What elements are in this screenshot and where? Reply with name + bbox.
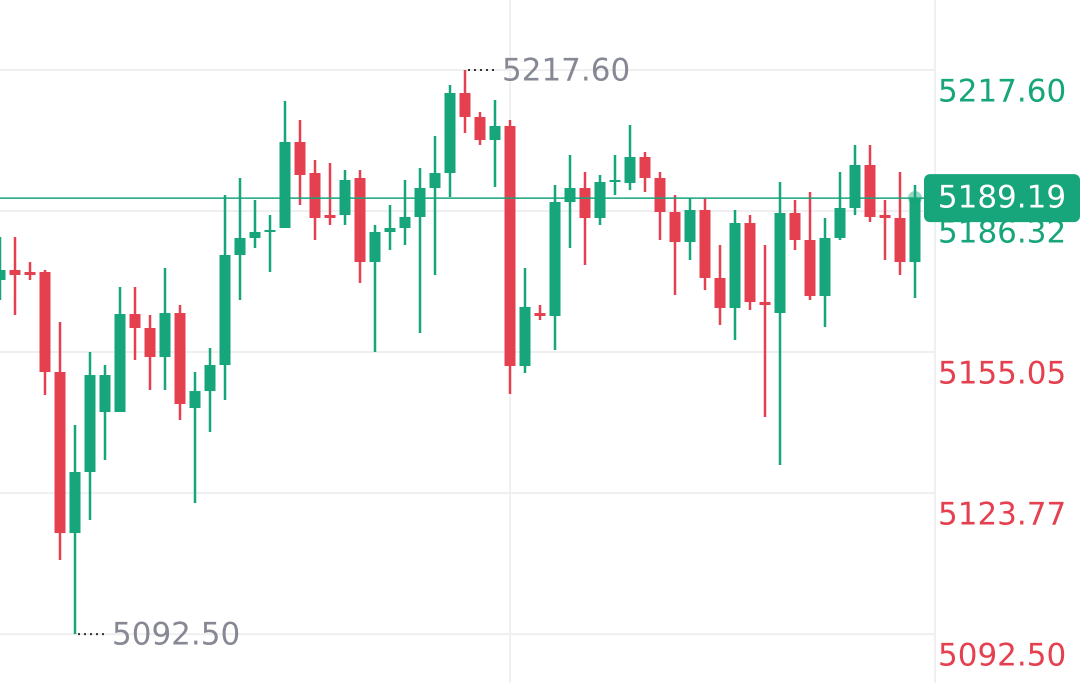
candle-body [444,92,456,174]
last-price-label: 5189.19 [938,180,1066,216]
candle-body [369,231,381,263]
candle-body [564,187,576,203]
candle-body [489,125,501,141]
y-tick-label: 5155.05 [938,356,1066,392]
candle-body [549,202,561,317]
candle-body [0,270,6,281]
candle-body [294,141,306,175]
candle-body [714,277,726,309]
last-price-dot [908,191,922,206]
candle-body [54,372,66,534]
candle-body [84,375,96,473]
candle-body [174,313,186,405]
candle-body [249,231,261,238]
candle-body [69,472,81,534]
annotation-label: 5217.60 [502,52,630,88]
candle-body [279,141,291,228]
candle-body [189,391,201,409]
candle-body [909,198,921,263]
candle-body [144,327,156,358]
candle-body [309,173,321,219]
candle-body [744,223,756,303]
candle-body [24,271,36,276]
candle-body [504,125,516,367]
candle-body [324,214,336,219]
candle-body [654,177,666,213]
candle-body [354,177,366,263]
candle-body [99,375,111,413]
candle-body [894,218,906,263]
candle-body [129,314,141,328]
candle-body [729,223,741,309]
candle-body [384,227,396,232]
candle-body [219,254,231,366]
candle-body [624,157,636,183]
y-tick-label: 5217.60 [938,73,1066,109]
candle-body [429,173,441,188]
candle-body [789,213,801,241]
candle-body [399,216,411,228]
candle-body [264,230,276,233]
candle-body [474,116,486,141]
candle-body [519,306,531,367]
candle-body [114,314,126,413]
last-price-box [924,174,1080,223]
candle-body [579,187,591,219]
candle-body [594,181,606,219]
candle-body [759,302,771,305]
candle-body [684,209,696,243]
candle-body [234,237,246,255]
candle-body [9,270,21,276]
candle-body [159,313,171,358]
candle-body [204,365,216,392]
candle-body [534,313,546,317]
candle-body [39,271,51,373]
candle-body [699,209,711,278]
candle-body [804,240,816,297]
candle-body [819,237,831,297]
candle-body [774,213,786,314]
candle-body [864,164,876,217]
candle-body [849,164,861,209]
candle-body [834,208,846,238]
candle-body [879,214,891,219]
y-tick-label: 5092.50 [938,638,1066,674]
candle-body [414,187,426,217]
y-tick-label: 5123.77 [938,497,1066,533]
candle-body [459,92,471,117]
candle-body [639,157,651,178]
candle-body [609,180,621,183]
annotation-label: 5092.50 [112,617,240,653]
candle-body [669,212,681,243]
